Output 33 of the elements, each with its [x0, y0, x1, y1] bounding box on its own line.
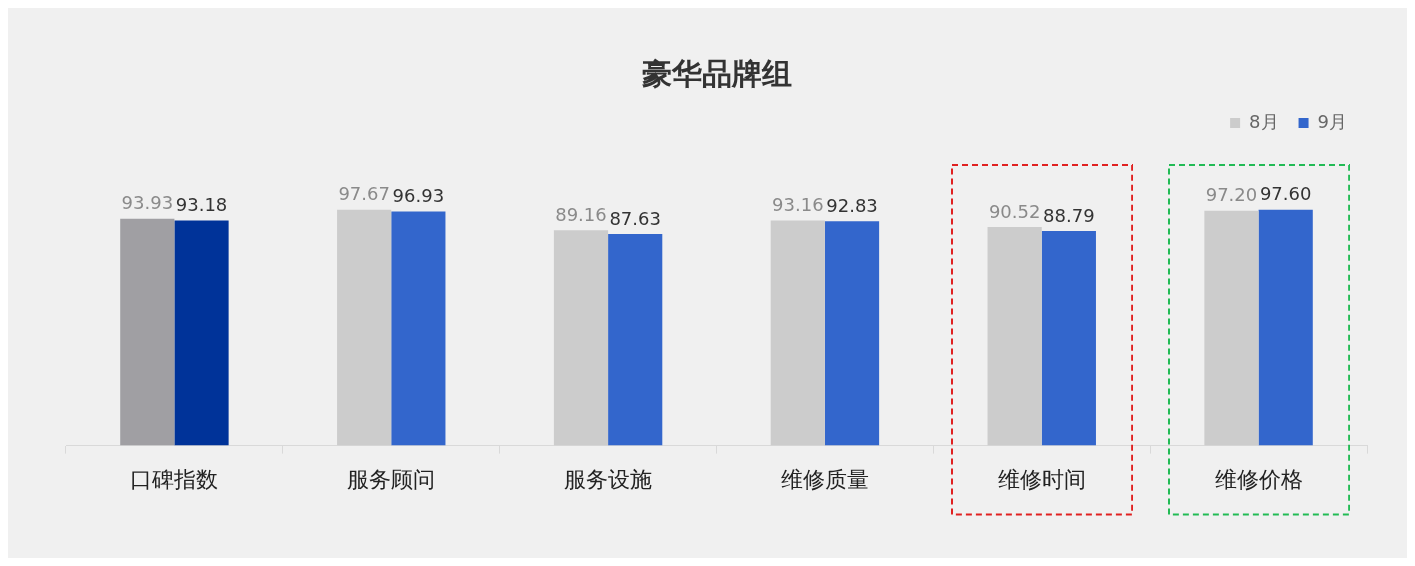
- data-label: 97.67: [338, 183, 390, 205]
- data-label: 97.60: [1259, 183, 1312, 205]
- data-label: 93.93: [121, 192, 174, 214]
- bar: [391, 211, 446, 446]
- x-tick-label: 口碑指数: [130, 466, 219, 492]
- bar: [608, 233, 663, 446]
- bar: [1204, 210, 1259, 446]
- bar: [174, 220, 229, 446]
- bar: [1041, 231, 1096, 446]
- bar: [337, 209, 392, 446]
- x-tick-label: 服务设施: [564, 466, 653, 492]
- data-label: 89.16: [555, 203, 607, 225]
- legend-label: 8月: [1249, 110, 1279, 132]
- bar: [987, 226, 1042, 446]
- data-label: 97.20: [1205, 184, 1258, 206]
- data-label: 96.93: [392, 185, 445, 207]
- data-label: 88.79: [1043, 204, 1095, 226]
- bar: [824, 221, 880, 446]
- data-label: 93.16: [772, 194, 824, 216]
- x-tick-label: 维修价格: [1214, 466, 1303, 492]
- bar: [770, 220, 825, 446]
- bar: [120, 218, 175, 446]
- bar: [1258, 209, 1313, 446]
- data-label: 87.63: [609, 207, 661, 229]
- data-label: 90.52: [988, 200, 1041, 222]
- bar: [553, 230, 609, 446]
- chart-title: 豪华品牌组: [641, 55, 792, 91]
- x-tick-label: 服务顾问: [347, 466, 436, 492]
- legend-label: 9月: [1317, 110, 1347, 132]
- data-label: 92.83: [826, 194, 878, 216]
- data-label: 93.18: [175, 194, 228, 216]
- x-tick-label: 维修质量: [780, 466, 869, 492]
- x-tick-label: 维修时间: [997, 466, 1086, 492]
